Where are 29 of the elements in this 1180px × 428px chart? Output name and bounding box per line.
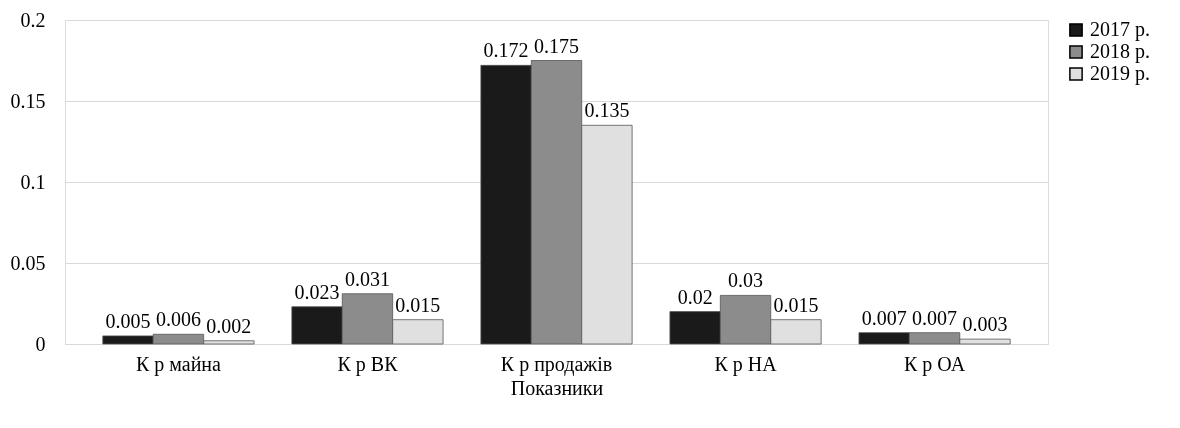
data-label: 0.007 (861, 306, 907, 329)
legend-label: 2018 р. (1090, 40, 1150, 63)
y-tick-label: 0 (35, 332, 46, 355)
data-label: 0.172 (483, 39, 529, 62)
legend-label: 2017 р. (1090, 18, 1150, 41)
y-tick-label: 0.15 (10, 89, 46, 112)
data-label: 0.015 (395, 293, 441, 316)
data-label: 0.03 (728, 269, 764, 292)
x-tick-label: К р НА (714, 352, 778, 376)
x-tick-label: К р ВК (337, 352, 399, 376)
x-tick-label: К р майна (135, 352, 222, 376)
y-tick-label: 0.05 (10, 251, 46, 274)
data-label: 0.02 (677, 285, 713, 308)
y-tick-label: 0.1 (20, 170, 46, 193)
x-axis-title: Показники (510, 376, 604, 399)
data-label: 0.002 (206, 314, 252, 337)
data-label: 0.023 (294, 280, 340, 303)
data-label: 0.003 (962, 313, 1008, 336)
data-label: 0.005 (105, 309, 151, 332)
data-label: 0.007 (912, 306, 958, 329)
data-label: 0.175 (534, 34, 579, 57)
data-label: 0.031 (344, 267, 390, 290)
x-tick-label: К р продажів (500, 352, 613, 376)
data-label: 0.015 (773, 293, 819, 316)
legend-label: 2019 р. (1090, 62, 1150, 85)
x-tick-label: К р ОА (903, 352, 966, 376)
y-tick-label: 0.2 (20, 8, 46, 31)
data-label: 0.006 (155, 308, 201, 331)
data-label: 0.135 (584, 99, 630, 122)
